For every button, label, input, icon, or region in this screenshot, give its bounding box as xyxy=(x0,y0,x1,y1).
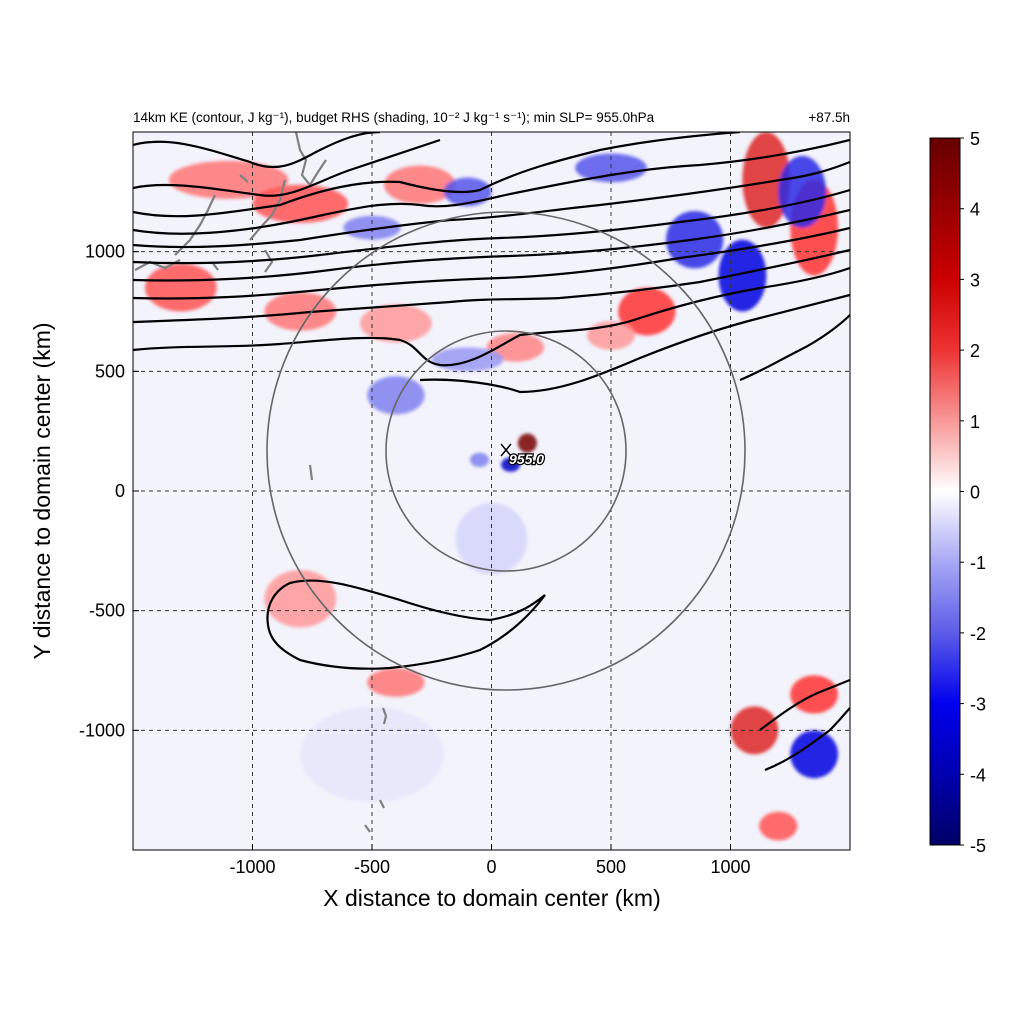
negative-shading-region xyxy=(343,215,401,240)
x-tick-label: 0 xyxy=(486,857,496,877)
positive-shading-region xyxy=(618,287,676,336)
budget-rhs-shading xyxy=(144,132,839,841)
positive-shading-region xyxy=(360,304,432,343)
colorbar-tick-label: 2 xyxy=(970,341,980,361)
colorbar-tick-label: 3 xyxy=(970,270,980,290)
colorbar-scale xyxy=(929,137,961,846)
ke-contours xyxy=(133,132,850,772)
radius-circle-inner xyxy=(385,330,627,572)
colorbar-tick-label: 4 xyxy=(970,200,980,220)
negative-shading-region xyxy=(790,730,839,779)
negative-shading-region xyxy=(469,452,490,468)
storm-center-marker: 955.0 xyxy=(499,442,545,468)
radius-circle-outer xyxy=(266,211,746,691)
x-axis-ticks: -1000 -500 0 500 1000 xyxy=(229,844,751,877)
positive-shading-region xyxy=(144,263,217,312)
y-axis-ticks: -1000 -500 0 500 1000 xyxy=(79,242,139,740)
colorbar-tick-label: 5 xyxy=(970,129,980,149)
y-tick-label: 500 xyxy=(95,361,125,381)
colorbar-ticks: 5 4 3 2 1 0 -1 -2 -3 -4 -5 xyxy=(960,129,986,856)
positive-shading-region xyxy=(517,433,537,453)
colorbar-tick-label: 0 xyxy=(970,483,980,503)
colorbar-tick-label: 1 xyxy=(970,412,980,432)
negative-shading-region xyxy=(367,376,425,415)
x-axis-label: X distance to domain center (km) xyxy=(323,885,660,911)
forecast-hour: +87.5h xyxy=(808,110,850,125)
colorbar-tick-label: -3 xyxy=(970,695,986,715)
min-slp-label: 955.0 xyxy=(509,451,544,467)
colorbar-tick-label: -1 xyxy=(970,553,986,573)
positive-shading-region xyxy=(168,160,289,200)
coastline xyxy=(134,132,388,833)
y-tick-label: -1000 xyxy=(79,720,125,740)
y-tick-label: 0 xyxy=(115,481,125,501)
x-tick-label: 1000 xyxy=(710,857,750,877)
positive-shading-region xyxy=(367,668,425,697)
positive-shading-region xyxy=(486,333,545,362)
positive-shading-region xyxy=(383,165,456,204)
y-tick-label: -500 xyxy=(89,601,125,621)
positive-shading-region xyxy=(264,569,337,628)
negative-shading-region xyxy=(501,457,521,472)
negative-shading-region xyxy=(455,502,528,575)
colorbar-tick-label: -4 xyxy=(970,765,986,785)
positive-shading-region xyxy=(759,811,798,841)
plot-area: 955.0 xyxy=(133,132,850,850)
x-tick-label: -1000 xyxy=(229,857,275,877)
chart-title: 14km KE (contour, J kg⁻¹), budget RHS (s… xyxy=(133,110,655,125)
radius-circles xyxy=(266,211,746,691)
x-tick-label: -500 xyxy=(354,857,390,877)
x-tick-label: 500 xyxy=(596,857,626,877)
colorbar-tick-label: -2 xyxy=(970,624,986,644)
colorbar-tick-label: -5 xyxy=(970,836,986,856)
positive-shading-region xyxy=(252,184,349,223)
y-axis-label: Y distance to domain center (km) xyxy=(29,322,55,659)
colorbar: 5 4 3 2 1 0 -1 -2 -3 -4 -5 xyxy=(929,129,986,856)
y-tick-label: 1000 xyxy=(85,242,125,262)
positive-shading-region xyxy=(730,706,779,755)
negative-shading-region xyxy=(300,706,444,803)
